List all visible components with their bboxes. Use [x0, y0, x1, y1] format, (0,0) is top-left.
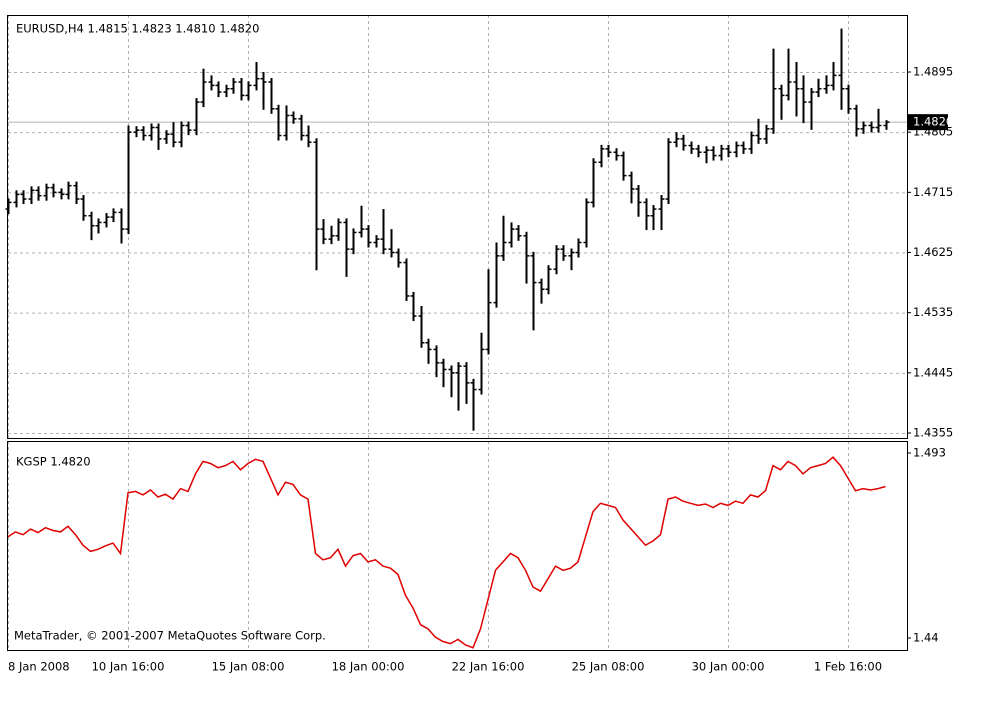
- indicator-title: KGSP 1.4820: [16, 455, 91, 469]
- x-tick-label: 30 Jan 00:00: [692, 660, 765, 674]
- current-price-box: [908, 114, 948, 131]
- x-tick-label: 1 Feb 16:00: [814, 660, 882, 674]
- x-tick-label: 25 Jan 08:00: [572, 660, 645, 674]
- y-tick-label: 1.4715: [913, 185, 953, 199]
- y-tick-label: 1.4535: [913, 305, 953, 319]
- x-tick-label: 10 Jan 16:00: [92, 660, 165, 674]
- indicator-panel-frame: [7, 441, 908, 651]
- x-tick-label: 8 Jan 2008: [8, 660, 70, 674]
- x-tick-label: 22 Jan 16:00: [452, 660, 525, 674]
- chart-title: EURUSD,H4 1.4815 1.4823 1.4810 1.4820: [16, 22, 259, 36]
- x-tick-label: 18 Jan 00:00: [332, 660, 405, 674]
- y-tick-label: 1.4895: [913, 65, 953, 79]
- y-tick-label: 1.493: [913, 446, 946, 460]
- y-tick-label: 1.44: [913, 630, 939, 644]
- y-tick-label: 1.4625: [913, 245, 953, 259]
- current-price-label: 1.4820: [913, 115, 953, 129]
- x-tick-label: 15 Jan 08:00: [212, 660, 285, 674]
- watermark: MetaTrader, © 2001-2007 MetaQuotes Softw…: [14, 629, 326, 643]
- indicator-line: [7, 456, 886, 649]
- main-panel-frame: [7, 15, 908, 439]
- y-tick-label: 1.4445: [913, 365, 953, 379]
- y-tick-label: 1.4355: [913, 425, 953, 439]
